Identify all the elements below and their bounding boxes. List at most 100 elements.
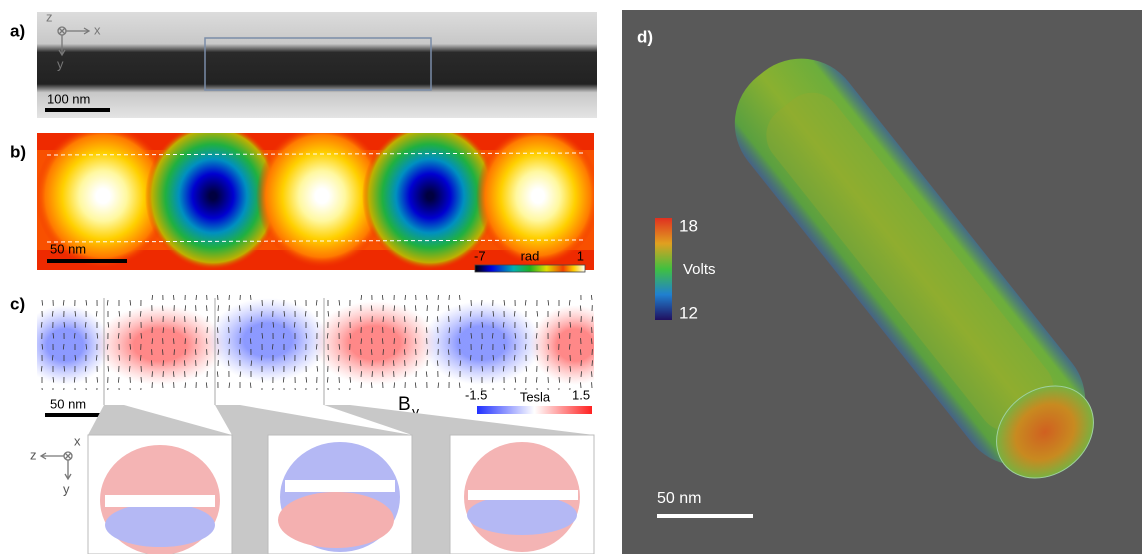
scale-bar-label: 50 nm bbox=[50, 396, 86, 411]
field-arrow bbox=[141, 388, 142, 394]
field-arrow bbox=[415, 382, 416, 388]
field-arrow bbox=[86, 300, 87, 306]
field-arrow bbox=[63, 388, 64, 394]
field-arrow bbox=[185, 338, 186, 344]
field-arrow bbox=[339, 300, 340, 306]
field-arrow bbox=[229, 383, 230, 389]
field-arrow bbox=[416, 327, 417, 333]
field-arrow bbox=[163, 349, 164, 355]
field-arrow bbox=[317, 366, 318, 372]
colorbar bbox=[477, 406, 592, 414]
field-arrow bbox=[372, 371, 373, 377]
field-arrow bbox=[42, 388, 43, 394]
colorbar-unit: Volts bbox=[683, 261, 716, 278]
panel-label: c) bbox=[10, 294, 25, 313]
field-arrow bbox=[405, 294, 406, 300]
connector bbox=[88, 405, 232, 435]
panel-label: b) bbox=[10, 142, 26, 161]
field-arrow bbox=[141, 377, 142, 383]
field-arrow bbox=[130, 388, 131, 394]
field-arrow bbox=[449, 294, 450, 300]
field-arrow bbox=[229, 294, 230, 300]
field-arrow bbox=[196, 316, 197, 322]
field-arrow bbox=[592, 360, 593, 366]
field-arrow bbox=[250, 294, 251, 300]
field-arrow bbox=[548, 300, 549, 306]
field-arrow bbox=[196, 327, 197, 333]
field-arrow bbox=[316, 388, 317, 394]
field-arrow bbox=[97, 377, 98, 383]
field-arrow bbox=[426, 371, 427, 377]
field-arrow bbox=[306, 377, 307, 383]
field-arrow bbox=[218, 305, 219, 311]
field-arrow bbox=[525, 300, 526, 306]
field-arrow bbox=[207, 316, 208, 322]
scale-bar-label: 100 nm bbox=[47, 91, 90, 106]
field-arrow bbox=[185, 382, 186, 388]
field-arrow bbox=[570, 388, 571, 394]
axis-z: z bbox=[30, 447, 37, 462]
scale-bar-label: 50 nm bbox=[657, 490, 701, 507]
panel-label: d) bbox=[637, 27, 653, 46]
colorbar-min: -1.5 bbox=[465, 387, 487, 402]
field-arrow bbox=[438, 383, 439, 389]
field-arrow bbox=[394, 338, 395, 344]
field-arrow bbox=[515, 377, 516, 383]
field-arrow bbox=[459, 294, 460, 300]
field-arrow bbox=[173, 294, 174, 300]
field-arrow bbox=[438, 294, 439, 300]
axis-x: x bbox=[74, 433, 81, 448]
field-arrow bbox=[63, 300, 64, 306]
field-arrow bbox=[361, 295, 362, 301]
figure: a) z x y 100 nm b) 50 nm -7 rad 1 c) 50 bbox=[0, 0, 1142, 554]
axis-x: x bbox=[94, 22, 101, 37]
field-arrow bbox=[96, 311, 97, 317]
phase-map bbox=[35, 122, 600, 270]
field-arrow bbox=[459, 383, 460, 389]
colorbar-min: -7 bbox=[474, 248, 486, 263]
field-arrow bbox=[107, 388, 108, 394]
tem-image bbox=[37, 12, 597, 118]
field-arrow bbox=[536, 377, 537, 383]
colorbar-min: 12 bbox=[679, 303, 698, 322]
field-arrow bbox=[152, 371, 153, 377]
field-arrow bbox=[361, 371, 362, 377]
field-arrow bbox=[174, 349, 175, 355]
field-arrow bbox=[427, 305, 428, 311]
colorbar-max: 18 bbox=[679, 216, 698, 235]
field-arrow bbox=[361, 382, 362, 388]
field-arrow bbox=[383, 360, 384, 366]
colorbar bbox=[475, 265, 585, 272]
field-arrow bbox=[427, 316, 428, 322]
field-arrow bbox=[163, 360, 164, 366]
field-arrow bbox=[152, 360, 153, 366]
field-arrow bbox=[217, 371, 218, 377]
colorbar-max: 1.5 bbox=[572, 387, 590, 402]
field-arrow bbox=[295, 388, 296, 394]
field-arrow bbox=[130, 300, 131, 306]
field-arrow bbox=[592, 371, 593, 377]
field-arrow bbox=[416, 316, 417, 322]
field-arrow bbox=[591, 294, 592, 300]
field-arrow bbox=[174, 338, 175, 344]
axis-y: y bbox=[63, 481, 70, 496]
field-arrow bbox=[107, 300, 108, 306]
colorbar-unit: Tesla bbox=[520, 389, 551, 404]
axis-y: y bbox=[57, 56, 64, 71]
field-arrow bbox=[383, 349, 384, 355]
field-arrow bbox=[382, 294, 383, 300]
field-arrow bbox=[86, 388, 87, 394]
field-arrow bbox=[207, 305, 208, 311]
colorbar bbox=[655, 218, 672, 320]
field-arrow bbox=[405, 338, 406, 344]
field-arrow bbox=[394, 349, 395, 355]
scale-bar bbox=[47, 259, 127, 263]
field-arrow bbox=[185, 327, 186, 333]
field-arrow bbox=[581, 371, 582, 377]
axis-z: z bbox=[46, 9, 53, 24]
field-arrow bbox=[394, 382, 395, 388]
field-arrow bbox=[272, 388, 273, 394]
field-arrow bbox=[250, 383, 251, 389]
insets bbox=[88, 435, 594, 554]
scale-bar bbox=[45, 108, 110, 112]
